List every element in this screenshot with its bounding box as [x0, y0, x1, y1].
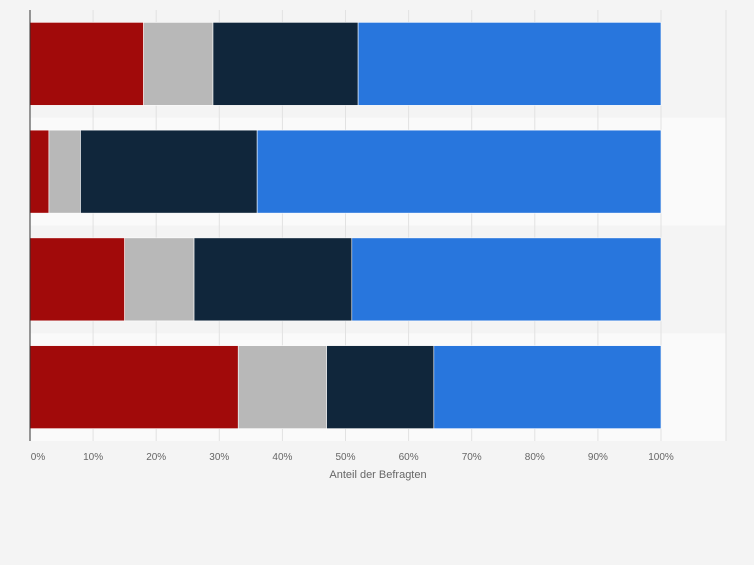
x-tick-label: 50% [335, 452, 355, 463]
bar-segment [29, 237, 125, 322]
x-tick-label: 30% [209, 452, 229, 463]
bar-segment [29, 129, 50, 214]
x-axis-ticks: 0% 10% 20% 30% 40% 50% 60% 70% 80% 90% 100% [31, 452, 674, 463]
bar-segment [433, 345, 662, 429]
bar-segment [237, 345, 327, 429]
bar-segment [143, 22, 214, 106]
bar-segment [80, 129, 258, 214]
bar-segment [193, 237, 353, 322]
bar-segment [48, 129, 81, 214]
bar-segment [256, 129, 662, 214]
bar-segment [29, 345, 239, 429]
bar-segment [351, 237, 662, 322]
x-tick-label: 80% [525, 452, 545, 463]
x-tick-label: 0% [31, 452, 46, 463]
x-tick-label: 60% [399, 452, 419, 463]
x-tick-label: 90% [588, 452, 608, 463]
x-tick-label: 70% [462, 452, 482, 463]
bar-segment [357, 22, 662, 106]
x-tick-label: 20% [146, 452, 166, 463]
x-axis-title: Anteil der Befragten [329, 469, 426, 481]
bar-segment [212, 22, 359, 106]
bar-segment [124, 237, 195, 322]
x-tick-label: 100% [648, 452, 674, 463]
bar-segment [29, 22, 144, 106]
bars [29, 22, 662, 429]
bar-segment [326, 345, 435, 429]
x-tick-label: 10% [83, 452, 103, 463]
x-tick-label: 40% [272, 452, 292, 463]
